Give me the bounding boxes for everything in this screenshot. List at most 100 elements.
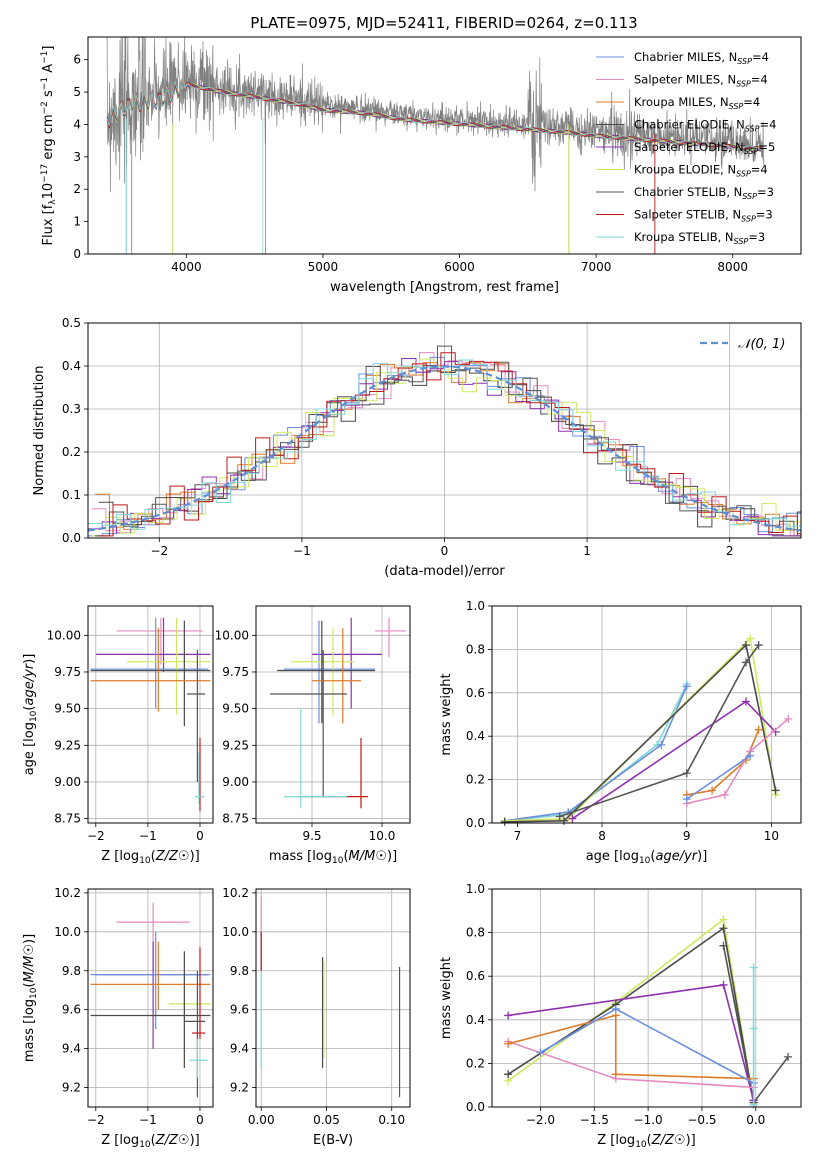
y-tick-label: 3: [73, 150, 81, 164]
x-tick-label: −2: [150, 544, 168, 558]
y-tick-label: 9.2: [230, 1081, 249, 1095]
x-tick-label: 8000: [717, 260, 748, 274]
x-tick-label: −2: [87, 1113, 105, 1127]
y-tick-label: 10.2: [54, 886, 81, 900]
x-tick-label: 7000: [581, 260, 612, 274]
y-axis-label: mass [log10(M/M☉)]: [22, 934, 39, 1062]
age-vs-metallicity-panel: −2 −1 0 8.75 9.00 9.25 9.50 9.75 10.00 Z [log10(Z…: [22, 605, 214, 866]
mass-weight-marker: [754, 641, 763, 650]
x-tick-label: 6000: [444, 260, 475, 274]
mass-weight-line: [507, 984, 755, 1101]
y-tick-label: 0.2: [62, 445, 81, 459]
legend-entry: Kroupa STELIB, NSSP=3: [634, 230, 765, 246]
y-tick-label: 0.8: [466, 926, 485, 940]
mass-weight-marker: [720, 790, 729, 799]
model-spectrum-line: [106, 76, 763, 151]
y-tick-label: 9.2: [62, 1081, 81, 1095]
normal-distribution-curve: [87, 365, 802, 532]
mass-weight-vs-age-panel: 7 8 9 10 0.0 0.2 0.4 0.6 0.8 1.0 age [log10(age/yr…: [439, 599, 802, 866]
residual-histogram: [91, 352, 801, 537]
mass-weight-marker: [784, 714, 793, 723]
mass-weight-marker: [749, 1024, 758, 1033]
y-tick-label: 9.75: [54, 665, 81, 679]
y-tick-label: 10.00: [47, 628, 81, 642]
y-tick-label: 10.0: [54, 925, 81, 939]
x-tick-label: 2: [726, 544, 734, 558]
x-axis-label: Z [log10(Z/Z☉)]: [597, 1133, 695, 1150]
axes-frame: [255, 605, 411, 824]
mass-vs-extinction-panel: 0.00 0.05 0.10 9.2 9.4 9.6 9.8 10.0 10.2 E(B-V): [222, 886, 411, 1148]
mass-weight-marker: [719, 980, 728, 989]
x-axis-label: wavelength [Angstrom, rest frame]: [330, 280, 559, 295]
mass-weight-line: [504, 643, 777, 823]
y-axis-label: Flux [fλ10−17 erg cm−2 s−1 A−1]: [40, 46, 58, 246]
mass-weight-marker: [682, 795, 691, 804]
x-tick-label: −2.0: [526, 1113, 555, 1127]
y-axis-label: age [log10(age/yr)]: [22, 654, 39, 776]
axes-frame: [491, 605, 802, 824]
y-tick-label: 10.0: [222, 925, 249, 939]
y-tick-label: 9.6: [230, 1003, 249, 1017]
x-tick-label: 7: [514, 829, 522, 843]
y-tick-label: 4: [73, 117, 81, 131]
y-tick-label: 0.2: [466, 773, 485, 787]
mass-weight-marker: [536, 1048, 545, 1057]
mass-weight-marker: [746, 751, 755, 760]
x-tick-label: 4000: [171, 260, 202, 274]
y-tick-label: 1.0: [466, 599, 485, 613]
legend-entry: 𝒩(0, 1): [738, 337, 785, 352]
x-tick-label: 1: [583, 544, 591, 558]
mass-weight-marker: [657, 740, 666, 749]
y-tick-label: 9.6: [62, 1003, 81, 1017]
x-tick-label: 0: [196, 829, 204, 843]
mass-weight-marker: [719, 941, 728, 950]
y-tick-label: 0.2: [466, 1056, 485, 1070]
y-tick-label: 0.3: [62, 402, 81, 416]
y-tick-label: 10.00: [215, 628, 249, 642]
y-tick-label: 0.6: [466, 686, 485, 700]
y-tick-label: 0: [73, 247, 81, 261]
y-tick-label: 9.4: [62, 1042, 81, 1056]
legend-entry: Salpeter ELODIE, NSSP=5: [634, 140, 775, 156]
legend-entry: Salpeter MILES, NSSP=4: [634, 73, 768, 89]
mass-weight-marker: [504, 1070, 513, 1079]
x-tick-label: 0.00: [248, 1113, 275, 1127]
y-tick-label: 9.50: [54, 702, 81, 716]
x-tick-label: 5000: [308, 260, 339, 274]
mass-weight-marker: [500, 817, 509, 826]
mass-weight-marker: [682, 769, 691, 778]
mass-weight-marker: [719, 924, 728, 933]
y-tick-label: 9.25: [54, 738, 81, 752]
mass-weight-marker: [746, 634, 755, 643]
y-tick-label: 5: [73, 85, 81, 99]
x-axis-label: mass [log10(M/M☉)]: [269, 849, 397, 866]
x-tick-label: 0.0: [746, 1113, 765, 1127]
mass-weight-line: [686, 729, 760, 796]
mass-weight-line: [559, 644, 760, 818]
residual-histogram: [98, 352, 801, 537]
axes-frame: [491, 888, 802, 1108]
y-tick-label: 1.0: [466, 882, 485, 896]
y-tick-label: 0.8: [466, 642, 485, 656]
y-tick-label: 9.75: [222, 665, 249, 679]
y-tick-label: 0.6: [466, 969, 485, 983]
y-tick-label: 0.4: [466, 729, 485, 743]
y-tick-label: 0.4: [466, 1013, 485, 1027]
mass-weight-marker: [611, 1004, 620, 1013]
y-axis-label: Normed distribution: [32, 366, 47, 496]
y-tick-label: 9.25: [222, 738, 249, 752]
y-tick-label: 0.0: [466, 1100, 485, 1114]
y-tick-label: 0.0: [62, 531, 81, 545]
mass-weight-line: [507, 1014, 754, 1080]
axes-frame: [87, 36, 802, 255]
x-tick-label: −2: [87, 829, 105, 843]
mass-weight-marker: [611, 1070, 620, 1079]
x-tick-label: 0: [196, 1113, 204, 1127]
x-tick-label: 10.0: [369, 829, 396, 843]
axes-frame: [255, 888, 411, 1108]
residual-histogram-panel: −2 −1 0 1 2 0.0 0.1 0.2 0.3 0.4 0.5 𝒩(0, 1) (data-mo…: [32, 316, 802, 579]
model-spectrum-line: [106, 79, 763, 151]
legend-entry: Chabrier STELIB, NSSP=3: [634, 185, 774, 201]
mass-weight-line: [507, 926, 755, 1103]
